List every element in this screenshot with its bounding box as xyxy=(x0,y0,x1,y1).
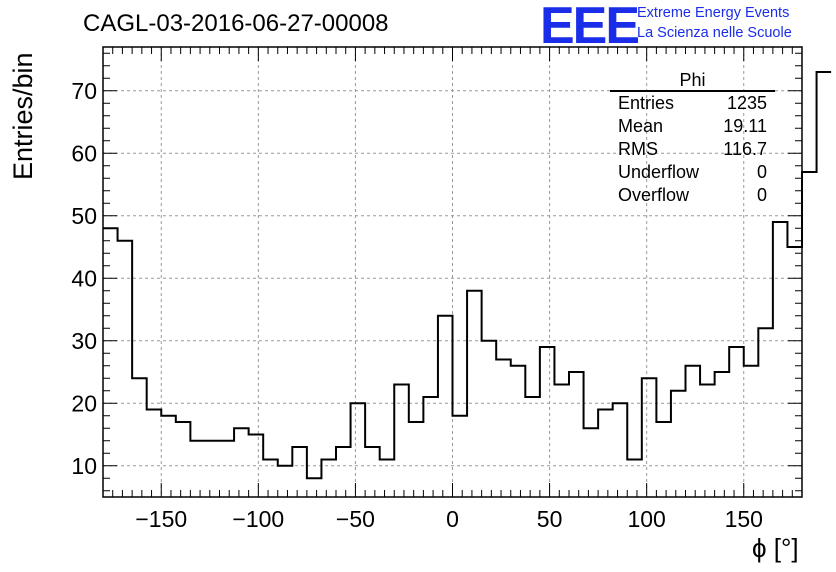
histogram-bin xyxy=(540,347,555,497)
y-tick-label: 30 xyxy=(71,328,97,354)
stats-label: Underflow xyxy=(618,162,700,182)
histogram-bin xyxy=(744,366,759,497)
stats-label: RMS xyxy=(618,139,658,159)
stats-label: Entries xyxy=(618,93,675,113)
stats-value: 19.11 xyxy=(723,116,767,136)
stats-value: 1235 xyxy=(726,93,767,113)
x-tick-label: 50 xyxy=(537,506,563,532)
y-tick-label: 70 xyxy=(71,78,97,104)
stats-value: 0 xyxy=(756,162,767,182)
stats-row-overflow: Overflow 0 xyxy=(610,184,775,207)
stats-value: 0 xyxy=(756,185,767,205)
histogram-bin xyxy=(656,422,671,497)
histogram-bin xyxy=(118,241,133,497)
histogram-bin xyxy=(292,447,307,497)
logo-caption-line2: La Scienza nelle Scuole xyxy=(637,25,792,41)
histogram-bin xyxy=(336,447,351,497)
histogram-bin xyxy=(205,441,220,497)
histogram-bin xyxy=(278,466,293,497)
histogram-bin xyxy=(307,478,322,497)
histogram-bin xyxy=(511,366,526,497)
histogram-bin xyxy=(627,460,642,498)
stats-label: Overflow xyxy=(618,185,690,205)
histogram-bin xyxy=(190,441,205,497)
y-tick-label: 40 xyxy=(71,265,97,291)
histogram-bin xyxy=(642,378,657,497)
eee-logo: EEE xyxy=(540,0,640,55)
histogram-bin xyxy=(365,447,380,497)
histogram-bin xyxy=(598,410,613,498)
x-axis-label: ϕ [°] xyxy=(752,533,799,563)
histogram-bin xyxy=(351,403,366,497)
stats-rows: Entries 1235 Mean 19.11 RMS 116.7 Underflow 0 Ov… xyxy=(610,92,775,207)
histogram-bin xyxy=(147,410,162,498)
histogram-bin xyxy=(482,341,497,497)
logo-caption-line1: Extreme Energy Events xyxy=(637,5,790,21)
stats-row-entries: Entries 1235 xyxy=(610,92,775,115)
histogram-bin xyxy=(394,385,409,498)
histogram-bin xyxy=(525,397,540,497)
y-tick-label: 60 xyxy=(71,140,97,166)
histogram-bin xyxy=(438,316,453,497)
x-tick-label: 0 xyxy=(446,506,459,532)
histogram-bin xyxy=(671,391,686,497)
histogram-bin xyxy=(700,385,715,498)
stats-title: Phi xyxy=(610,70,775,92)
stats-row-underflow: Underflow 0 xyxy=(610,161,775,184)
run-title: CAGL-03-2016-06-27-00008 xyxy=(83,10,389,37)
y-tick-label: 20 xyxy=(71,390,97,416)
histogram-bin xyxy=(773,222,788,497)
y-tick-label: 50 xyxy=(71,203,97,229)
histogram-bin xyxy=(496,360,511,498)
y-tick-label: 10 xyxy=(71,453,97,479)
histogram-bin xyxy=(569,372,584,497)
histogram-bin xyxy=(686,366,701,497)
histogram-bin xyxy=(161,416,176,497)
x-tick-label: −150 xyxy=(135,506,187,532)
histogram-bin xyxy=(263,460,278,498)
histogram-bin xyxy=(758,328,773,497)
y-axis-label: Entries/bin xyxy=(8,52,38,180)
stats-row-mean: Mean 19.11 xyxy=(610,115,775,138)
histogram-bin xyxy=(380,460,395,498)
histogram-bin xyxy=(453,416,468,497)
x-tick-label: −100 xyxy=(232,506,284,532)
histogram-bin xyxy=(234,428,249,497)
logo-caption: Extreme Energy Events La Scienza nelle S… xyxy=(637,3,792,43)
histogram-bin xyxy=(423,397,438,497)
histogram-bin xyxy=(103,228,118,497)
histogram-bin xyxy=(613,403,628,497)
histogram-bin xyxy=(729,347,744,497)
histogram-bin xyxy=(554,385,569,498)
x-tick-label: 100 xyxy=(627,506,665,532)
histogram-bin xyxy=(220,441,235,497)
histogram-bin xyxy=(409,422,424,497)
stats-label: Mean xyxy=(618,116,664,136)
stats-box: Phi Entries 1235 Mean 19.11 RMS 116.7 Underflo… xyxy=(610,70,775,207)
histogram-bin xyxy=(787,247,802,497)
histogram-bin xyxy=(176,422,191,497)
histogram-bin xyxy=(249,435,264,498)
x-tick-label: 150 xyxy=(725,506,763,532)
histogram-bin xyxy=(802,172,817,497)
x-tick-label: −50 xyxy=(336,506,375,532)
stats-row-rms: RMS 116.7 xyxy=(610,138,775,161)
histogram-bin xyxy=(584,428,599,497)
histogram-bin xyxy=(321,460,336,498)
histogram-bin xyxy=(132,378,147,497)
histogram-bin xyxy=(715,372,730,497)
histogram-series-line xyxy=(103,71,832,480)
histogram-bin xyxy=(817,72,832,497)
histogram-bin xyxy=(467,291,482,497)
stats-value: 116.7 xyxy=(723,139,767,159)
